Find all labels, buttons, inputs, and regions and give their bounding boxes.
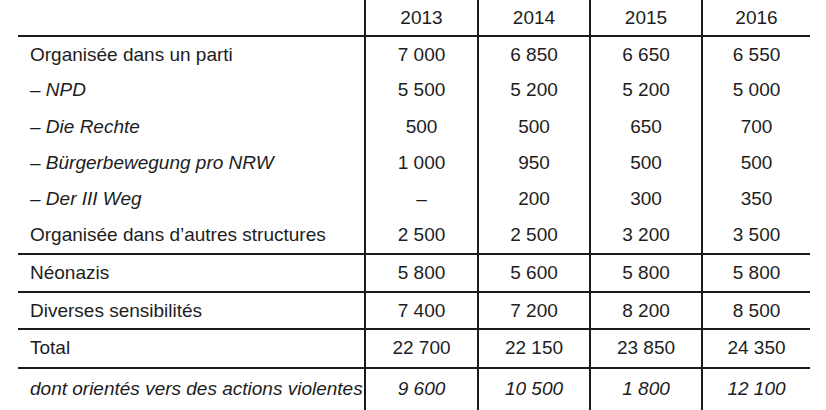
table-row-pro-nrw: – Bürgerbewegung pro NRW 1 000 950 500 5…	[18, 145, 810, 181]
value-cell: 7 400	[365, 292, 478, 329]
document-page: 2013 2014 2015 2016 Organisée dans un pa…	[0, 0, 826, 410]
membership-statistics-table: 2013 2014 2015 2016 Organisée dans un pa…	[18, 0, 810, 410]
value-cell: 5 200	[478, 72, 590, 108]
value-cell: 22 150	[478, 329, 590, 367]
value-cell: 10 500	[478, 368, 590, 410]
table-row-diverses-sensibilites: Diverses sensibilités 7 400 7 200 8 200 …	[18, 292, 810, 329]
value-cell: 950	[478, 145, 590, 181]
value-cell: 500	[590, 145, 702, 181]
table-row-der-iii-weg: – Der III Weg – 200 300 350	[18, 181, 810, 217]
value-cell: 1 800	[590, 368, 702, 410]
value-cell: 1 000	[365, 145, 478, 181]
value-cell: 700	[702, 109, 810, 145]
value-cell: 12 100	[702, 368, 810, 410]
year-header-2013: 2013	[365, 0, 478, 36]
year-header-2014: 2014	[478, 0, 590, 36]
value-cell: 5 600	[478, 254, 590, 292]
table-row-total: Total 22 700 22 150 23 850 24 350	[18, 329, 810, 367]
value-cell: 500	[365, 109, 478, 145]
table-row-other-structures: Organisée dans d’autres structures 2 500…	[18, 217, 810, 253]
header-empty-cell	[18, 0, 365, 36]
table-row-npd: – NPD 5 500 5 200 5 200 5 000	[18, 72, 810, 108]
value-cell: 23 850	[590, 329, 702, 367]
value-cell: 350	[702, 181, 810, 217]
value-cell: 5 200	[590, 72, 702, 108]
table-row-die-rechte: – Die Rechte 500 500 650 700	[18, 109, 810, 145]
value-cell: 3 500	[702, 217, 810, 253]
value-cell: 2 500	[478, 217, 590, 253]
value-cell: 8 200	[590, 292, 702, 329]
value-cell: 200	[478, 181, 590, 217]
value-cell: 500	[702, 145, 810, 181]
value-cell: 5 800	[590, 254, 702, 292]
value-cell: 9 600	[365, 368, 478, 410]
row-label: Organisée dans d’autres structures	[18, 217, 365, 253]
value-cell: 5 800	[702, 254, 810, 292]
row-label: Total	[18, 329, 365, 367]
value-cell: 5 800	[365, 254, 478, 292]
row-label: – Der III Weg	[18, 181, 365, 217]
row-label: dont orientés vers des actions violentes	[18, 368, 365, 410]
value-cell: 6 650	[590, 36, 702, 72]
value-cell: 2 500	[365, 217, 478, 253]
row-label: – Die Rechte	[18, 109, 365, 145]
header-row: 2013 2014 2015 2016	[18, 0, 810, 36]
row-label: Néonazis	[18, 254, 365, 292]
value-cell: 24 350	[702, 329, 810, 367]
row-label: Organisée dans un parti	[18, 36, 365, 72]
value-cell: 3 200	[590, 217, 702, 253]
row-label: – NPD	[18, 72, 365, 108]
value-cell: 6 850	[478, 36, 590, 72]
value-cell: 8 500	[702, 292, 810, 329]
value-cell: 22 700	[365, 329, 478, 367]
year-header-2016: 2016	[702, 0, 810, 36]
table-row-violent-oriented: dont orientés vers des actions violentes…	[18, 368, 810, 410]
value-cell: 7 200	[478, 292, 590, 329]
table-row-organised-party: Organisée dans un parti 7 000 6 850 6 65…	[18, 36, 810, 72]
year-header-2015: 2015	[590, 0, 702, 36]
value-cell: 7 000	[365, 36, 478, 72]
value-cell: 5 000	[702, 72, 810, 108]
value-cell: 6 550	[702, 36, 810, 72]
value-cell: 650	[590, 109, 702, 145]
value-cell: 5 500	[365, 72, 478, 108]
value-cell: –	[365, 181, 478, 217]
table-row-neonazis: Néonazis 5 800 5 600 5 800 5 800	[18, 254, 810, 292]
value-cell: 500	[478, 109, 590, 145]
value-cell: 300	[590, 181, 702, 217]
row-label: Diverses sensibilités	[18, 292, 365, 329]
row-label: – Bürgerbewegung pro NRW	[18, 145, 365, 181]
